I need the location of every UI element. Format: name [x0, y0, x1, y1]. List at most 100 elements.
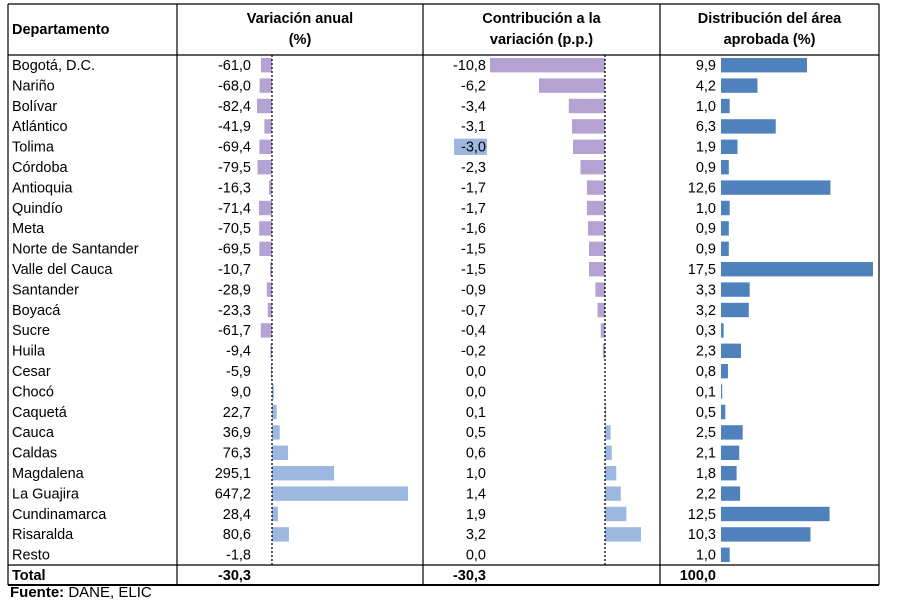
variacion-bar: [260, 323, 272, 338]
distribucion-value: 10,3: [688, 527, 716, 543]
variacion-value: -79,5: [218, 160, 251, 176]
distribucion-bar: [721, 58, 807, 73]
contribucion-bar: [580, 160, 605, 175]
distribucion-bar: [721, 200, 730, 216]
contribucion-value: 1,9: [466, 507, 486, 523]
contribucion-value: 0,0: [466, 364, 486, 380]
distribucion-value: 1,0: [696, 548, 716, 564]
row-label: Bolívar: [12, 99, 57, 115]
variacion-bar: [259, 241, 272, 256]
row-label: Resto: [12, 548, 50, 564]
contribucion-value: -1,6: [461, 221, 486, 237]
variacion-value: -61,7: [218, 323, 251, 339]
contribucion-value: -0,7: [461, 303, 486, 319]
row-label: Atlántico: [12, 119, 68, 135]
distribucion-value: 12,6: [688, 180, 716, 196]
contribucion-value: 1,4: [466, 486, 486, 502]
variacion-value: -69,5: [218, 242, 251, 258]
row-label: Chocó: [12, 384, 54, 400]
row-label: Boyacá: [12, 303, 61, 319]
variacion-value: 647,2: [215, 486, 251, 502]
row-label: Bogotá, D.C.: [12, 58, 95, 74]
contribucion-value: -0,4: [461, 323, 486, 339]
distribucion-bar: [721, 241, 729, 256]
contribucion-bar: [490, 58, 605, 73]
variacion-value: 36,9: [223, 425, 251, 441]
row-label: Caldas: [12, 446, 57, 462]
variacion-value: -68,0: [218, 78, 251, 94]
row-label: Caquetá: [12, 405, 68, 421]
distribucion-bar: [721, 78, 758, 93]
variacion-bar: [257, 98, 272, 114]
distribucion-value: 0,5: [696, 405, 716, 421]
row-label: Cauca: [12, 425, 55, 441]
distribucion-bar: [721, 98, 730, 114]
variacion-value: -69,4: [218, 140, 251, 156]
contribucion-bar: [605, 527, 641, 542]
distribucion-bar: [721, 527, 811, 542]
contribucion-value: -10,8: [453, 58, 486, 74]
variacion-value: -28,9: [218, 282, 251, 298]
distribucion-bar: [721, 466, 737, 481]
distribucion-bar: [721, 302, 749, 318]
variacion-bar: [272, 425, 280, 440]
variacion-bar: [259, 78, 272, 93]
variacion-bar: [272, 466, 335, 481]
distribucion-value: 9,9: [696, 58, 716, 74]
distribucion-bar: [721, 139, 738, 154]
contribucion-bar: [587, 221, 605, 236]
variacion-value: -9,4: [226, 344, 251, 360]
row-label: Cundinamarca: [12, 507, 107, 523]
contribucion-value: -3,0: [461, 140, 486, 156]
header-variacion-line2: (%): [289, 32, 312, 48]
contribucion-bar: [605, 486, 621, 501]
row-label: Cesar: [12, 364, 51, 380]
total-variacion-value: -30,3: [218, 568, 251, 584]
variacion-value: -61,0: [218, 58, 251, 74]
row-label: La Guajira: [12, 486, 80, 502]
contribucion-bar: [597, 302, 605, 318]
variacion-value: 28,4: [223, 507, 251, 523]
contribucion-value: 0,0: [466, 548, 486, 564]
distribucion-bar: [721, 547, 730, 562]
contribucion-value: -1,5: [461, 242, 486, 258]
variacion-value: -16,3: [218, 180, 251, 196]
source-text: DANE, ELIC: [64, 584, 152, 601]
row-label: Norte de Santander: [12, 242, 139, 258]
distribucion-bar: [721, 119, 776, 134]
variacion-value: -41,9: [218, 119, 251, 135]
contribucion-bar: [589, 262, 605, 277]
distribucion-bar: [721, 486, 741, 501]
variacion-bar: [272, 527, 289, 542]
row-label: Magdalena: [12, 466, 85, 482]
contribucion-bar: [571, 119, 605, 134]
contribucion-value: -1,5: [461, 262, 486, 278]
source-note: Fuente: DANE, ELIC: [10, 584, 152, 601]
contribucion-bar: [586, 200, 605, 216]
variacion-value: 76,3: [223, 446, 251, 462]
contribucion-bar: [568, 98, 605, 114]
distribucion-bar: [721, 425, 743, 440]
contribucion-value: 0,6: [466, 446, 486, 462]
variacion-value: -1,8: [226, 548, 251, 564]
variacion-bar: [259, 139, 272, 154]
distribucion-value: 0,9: [696, 221, 716, 237]
variacion-bar: [266, 282, 272, 297]
contribucion-bar: [573, 139, 605, 154]
variacion-value: 80,6: [223, 527, 251, 543]
distribucion-value: 12,5: [688, 507, 716, 523]
variacion-bar: [272, 404, 277, 420]
distribucion-value: 0,9: [696, 160, 716, 176]
variacion-value: -10,7: [218, 262, 251, 278]
distribucion-bar: [721, 384, 723, 399]
distribucion-bar: [721, 445, 740, 460]
header-variacion-line1: Variación anual: [247, 11, 353, 27]
header-departamento: Departamento: [12, 22, 110, 38]
variacion-bar: [259, 200, 272, 216]
row-label: Sucre: [12, 323, 50, 339]
distribucion-bar: [721, 221, 729, 236]
distribucion-value: 3,3: [696, 282, 716, 298]
variacion-value: 22,7: [223, 405, 251, 421]
